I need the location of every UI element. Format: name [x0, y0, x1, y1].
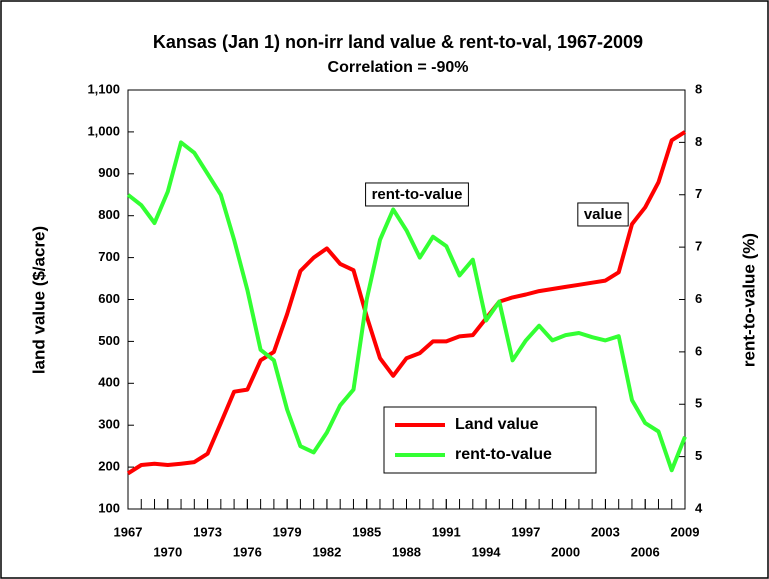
y2-tick-label: 7: [695, 239, 702, 254]
x-tick-label: 2003: [591, 524, 620, 539]
chart-title: Kansas (Jan 1) non-irr land value & rent…: [153, 32, 643, 52]
y-tick-label: 400: [98, 375, 120, 390]
x-tick-label: 1973: [193, 524, 222, 539]
y-tick-label: 300: [98, 417, 120, 432]
y-axis-label: land value ($/acre): [29, 226, 48, 374]
x-tick-label: 1982: [312, 544, 341, 559]
y-tick-label: 1,000: [87, 123, 120, 138]
y-tick-label: 1,100: [87, 81, 120, 96]
annotation-box: [365, 182, 469, 207]
y-tick-label: 900: [98, 165, 120, 180]
data-line: [126, 130, 687, 476]
y2-tick-label: 5: [695, 448, 702, 463]
annotation-box: [577, 202, 629, 227]
x-tick-label: 1994: [472, 544, 502, 559]
y-tick-label: 100: [98, 500, 120, 515]
legend-label: rent-to-value: [455, 446, 552, 463]
x-tick-label: 2000: [551, 544, 580, 559]
y-tick-label: 800: [98, 207, 120, 222]
x-tick-label: 1976: [233, 544, 262, 559]
y-tick-label: 600: [98, 291, 120, 306]
y2-tick-label: 8: [695, 81, 702, 96]
x-tick-label: 2009: [671, 524, 700, 539]
x-tick-label: 1985: [352, 524, 381, 539]
x-tick-label: 2006: [631, 544, 660, 559]
x-tick-label: 1970: [153, 544, 182, 559]
y-tick-label: 700: [98, 249, 120, 264]
y2-tick-label: 7: [695, 186, 702, 201]
x-tick-label: 1997: [511, 524, 540, 539]
y2-tick-label: 5: [695, 396, 702, 411]
x-tick-label: 1967: [114, 524, 143, 539]
x-tick-label: 1991: [432, 524, 461, 539]
x-tick-label: 1979: [273, 524, 302, 539]
legend-box: [383, 406, 597, 474]
y2-tick-label: 8: [695, 134, 702, 149]
chart-subtitle: Correlation = -90%: [328, 59, 469, 76]
y2-tick-label: 6: [695, 343, 702, 358]
data-line: [126, 140, 687, 473]
annotation: rent-to-value: [372, 186, 463, 203]
y-tick-label: 200: [98, 459, 120, 474]
x-tick-label: 1988: [392, 544, 421, 559]
y2-tick-label: 4: [695, 500, 703, 515]
y2-axis-label: rent-to-value (%): [739, 233, 758, 367]
legend-label: Land value: [455, 416, 539, 433]
annotation: value: [584, 206, 622, 223]
y-tick-label: 500: [98, 333, 120, 348]
y2-tick-label: 6: [695, 291, 702, 306]
